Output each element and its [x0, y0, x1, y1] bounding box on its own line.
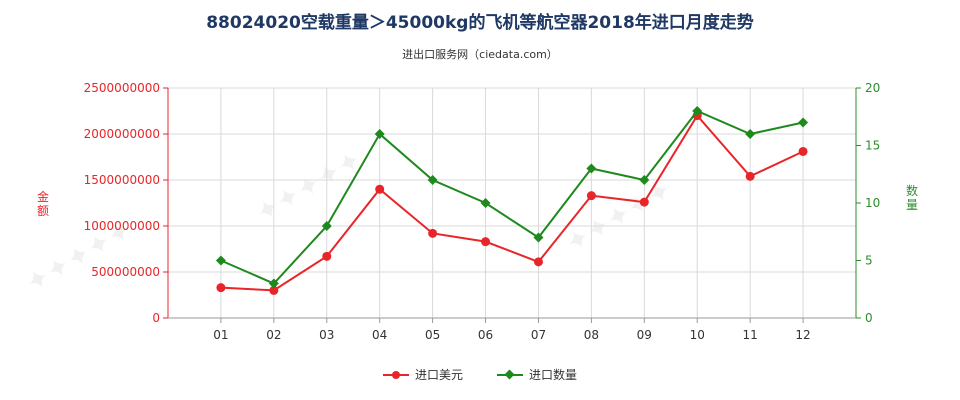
chart-subtitle: 进出口服务网（ciedata.com） [402, 48, 558, 61]
series-line-1 [220, 109, 804, 285]
y-right-tick-label: 5 [865, 254, 873, 268]
series-1-point [692, 106, 703, 116]
legend-item-usd[interactable]: 进口美元 [382, 366, 463, 383]
series-1-point [321, 221, 332, 231]
series-0-point [481, 237, 491, 247]
legend-swatch-usd [382, 369, 409, 381]
y-left-tick-label: 2500000000 [84, 81, 160, 95]
series-0-point [586, 191, 596, 201]
chart-title: 88024020空载重量＞45000kg的飞机等航空器2018年进口月度走势 [206, 13, 754, 33]
y-left-tick-label: 1000000000 [84, 219, 160, 233]
x-tick-label: 05 [425, 328, 440, 342]
chart-legend: 进口美元 进口数量 [0, 366, 960, 383]
y-left-tick-label: 0 [152, 311, 160, 325]
y-right-tick-label: 15 [865, 139, 880, 153]
series-1-point [798, 117, 809, 128]
x-tick-label: 01 [213, 328, 228, 342]
y-left-tick-label: 1500000000 [84, 173, 160, 187]
x-tick-label: 03 [319, 328, 334, 342]
series-1-point [215, 255, 226, 266]
series-1-point [586, 163, 597, 174]
x-tick-label: 02 [266, 328, 281, 342]
x-tick-label: 10 [690, 328, 705, 342]
series-1-point [533, 232, 544, 243]
y-left-tick-label: 500000000 [91, 265, 160, 279]
series-0-point [798, 146, 808, 156]
series-1-point [639, 175, 650, 185]
legend-swatch-qty [497, 369, 523, 381]
series-line-0 [220, 113, 804, 292]
y-left-tick-label: 2000000000 [84, 127, 160, 141]
series-1-point [427, 175, 438, 185]
x-tick-label: 08 [584, 328, 599, 342]
series-0-point [428, 228, 438, 238]
legend-label-qty: 进口数量 [529, 368, 578, 382]
x-tick-label: 04 [372, 328, 387, 342]
y-axis-right-label: 数量 [906, 184, 919, 212]
series-1-point [480, 198, 491, 208]
y-right-tick-label: 10 [865, 196, 880, 210]
series-0-point [216, 283, 226, 293]
x-tick-label: 07 [531, 328, 546, 342]
x-tick-label: 11 [743, 328, 758, 342]
x-tick-label: 12 [795, 328, 810, 342]
series-0-point [375, 184, 385, 194]
series-0-point [269, 285, 279, 295]
x-tick-label: 06 [478, 328, 493, 342]
y-axis-left-label: 金额 [37, 190, 50, 218]
series-0-point [745, 171, 755, 181]
x-tick-label: 09 [637, 328, 652, 342]
series-1-point [745, 129, 756, 139]
series-1-point [268, 278, 279, 289]
y-right-tick-label: 0 [865, 311, 873, 325]
series-1-point [374, 129, 385, 139]
series-0-point [533, 257, 543, 267]
legend-label-usd: 进口美元 [414, 368, 463, 382]
y-right-tick-label: 20 [865, 81, 880, 95]
legend-item-qty[interactable]: 进口数量 [497, 366, 577, 383]
series-0-point [322, 251, 332, 261]
series-0-point [639, 197, 649, 207]
